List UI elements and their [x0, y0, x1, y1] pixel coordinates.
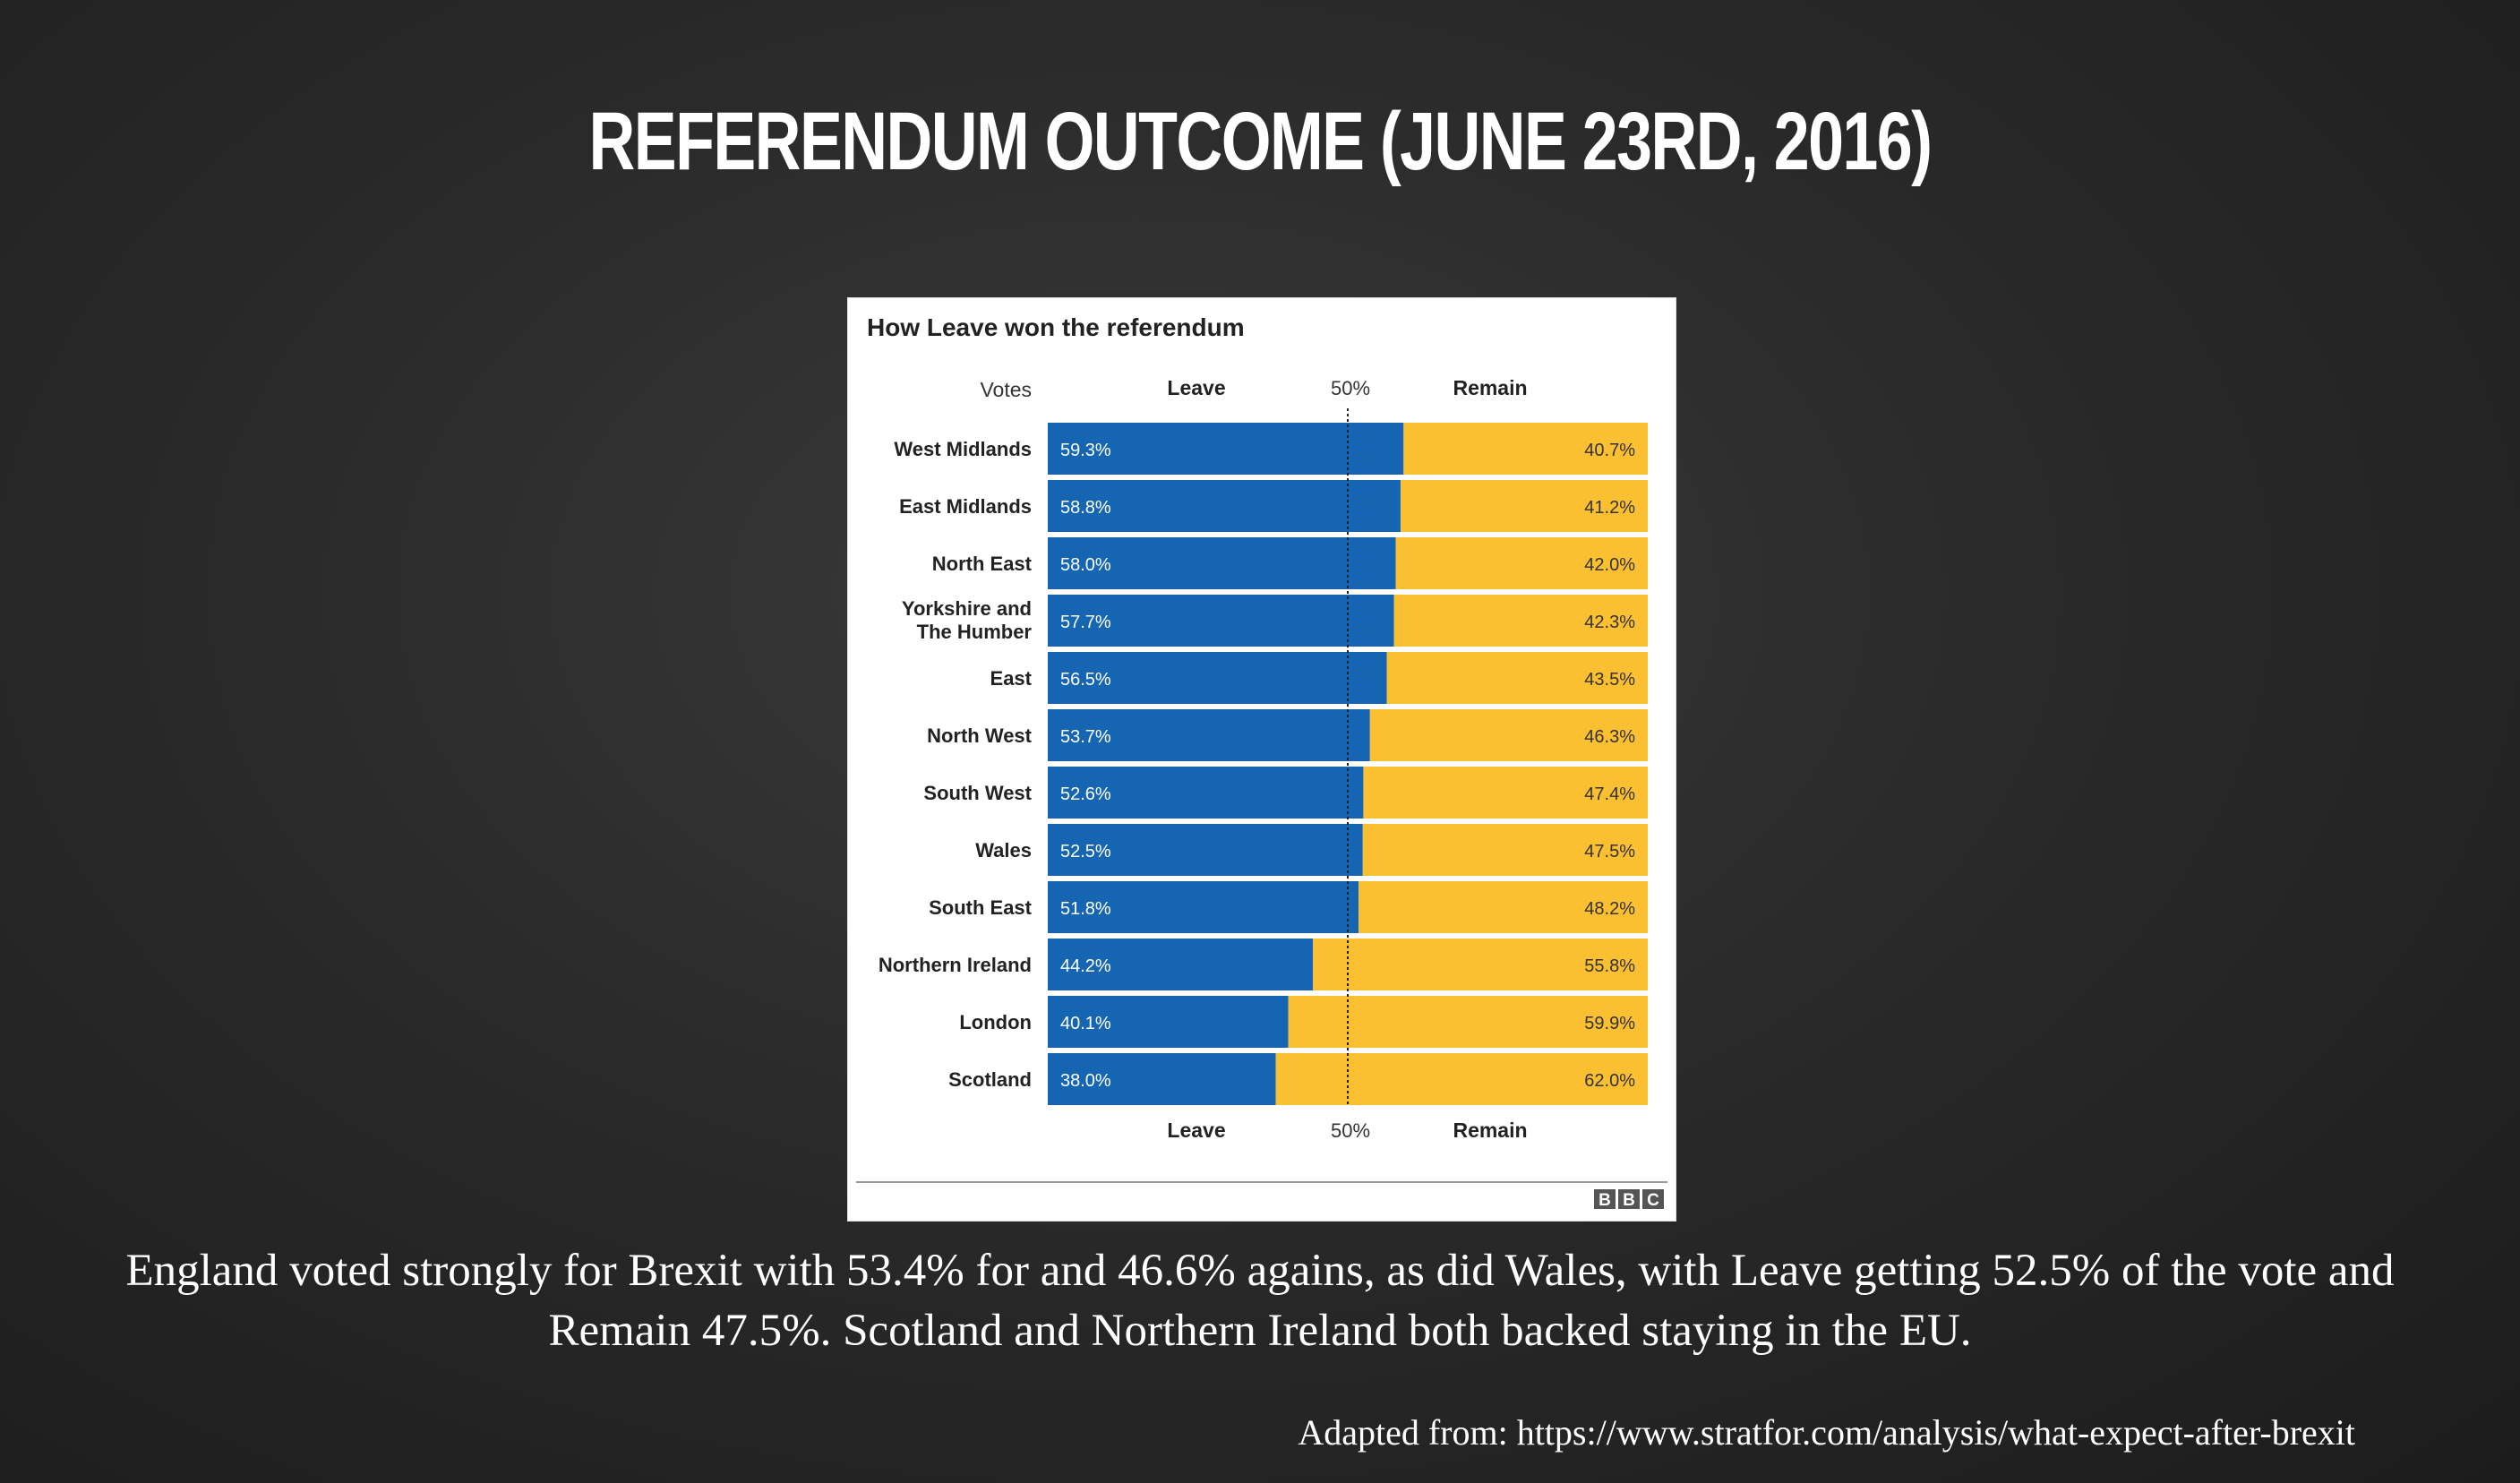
remain-value-label: 46.3%: [1584, 727, 1635, 747]
svg-text:B: B: [1599, 1191, 1611, 1210]
leave-bar-east: [1048, 652, 1387, 704]
leave-bar-east-midlands: [1048, 480, 1401, 532]
remain-bar-north-east: [1395, 537, 1648, 589]
remain-value-label: 42.0%: [1584, 555, 1635, 575]
leave-value-label: 59.3%: [1060, 441, 1111, 460]
header-leave: Leave: [1167, 376, 1225, 399]
remain-bar-south-west: [1363, 767, 1648, 819]
category-label: Wales: [975, 839, 1032, 862]
bbc-logo: B B C: [1594, 1189, 1664, 1210]
leave-bar-south-west: [1048, 767, 1364, 819]
bars-group: 59.3% 40.7% West Midlands 58.8% 41.2% East Mi…: [879, 423, 1648, 1105]
category-label: East: [990, 667, 1033, 690]
remain-bar-scotland: [1275, 1053, 1648, 1105]
leave-value-label: 38.0%: [1060, 1071, 1111, 1091]
leave-value-label: 44.2%: [1060, 956, 1111, 976]
remain-bar-south-east: [1359, 881, 1648, 933]
remain-value-label: 47.5%: [1584, 842, 1635, 862]
leave-value-label: 51.8%: [1060, 899, 1111, 919]
chart-card: How Leave won the referendum Votes Leave…: [847, 297, 1676, 1222]
slide-title: REFERENDUM OUTCOME (JUNE 23RD, 2016): [588, 96, 1933, 187]
remain-bar-yorkshire-and-the-humber: [1393, 595, 1648, 647]
category-label: Scotland: [948, 1068, 1032, 1091]
leave-bar-north-east: [1048, 537, 1396, 589]
leave-value-label: 56.5%: [1060, 670, 1111, 690]
leave-bar-scotland: [1048, 1053, 1276, 1105]
svg-text:B: B: [1623, 1191, 1635, 1210]
leave-value-label: 52.6%: [1060, 784, 1111, 804]
leave-value-label: 58.0%: [1060, 555, 1111, 575]
leave-bar-west-midlands: [1048, 423, 1404, 475]
remain-value-label: 62.0%: [1584, 1071, 1635, 1091]
remain-value-label: 47.4%: [1584, 784, 1635, 804]
leave-bar-northern-ireland: [1048, 939, 1314, 990]
leave-bar-london: [1048, 996, 1289, 1048]
chart-title: How Leave won the referendum: [867, 313, 1245, 341]
leave-value-label: 40.1%: [1060, 1014, 1111, 1033]
category-label: Northern Ireland: [879, 954, 1032, 976]
category-label: London: [959, 1011, 1032, 1033]
category-label: South West: [923, 782, 1032, 804]
leave-bar-yorkshire-and-the-humber: [1048, 595, 1394, 647]
footer-midline-label: 50%: [1331, 1119, 1370, 1142]
header-votes: Votes: [980, 378, 1032, 401]
leave-bar-south-east: [1048, 881, 1359, 933]
footer-leave: Leave: [1167, 1119, 1225, 1142]
remain-value-label: 41.2%: [1584, 498, 1635, 518]
remain-value-label: 59.9%: [1584, 1014, 1635, 1033]
remain-value-label: 48.2%: [1584, 899, 1635, 919]
remain-bar-west-midlands: [1403, 423, 1648, 475]
category-label: Yorkshire and The Humber: [902, 597, 1033, 643]
remain-bar-east-midlands: [1400, 480, 1648, 532]
svg-text:C: C: [1647, 1191, 1659, 1210]
category-label: East Midlands: [899, 495, 1032, 518]
remain-value-label: 40.7%: [1584, 441, 1635, 460]
remain-value-label: 42.3%: [1584, 613, 1635, 632]
leave-bar-north-west: [1048, 709, 1370, 761]
leave-value-label: 52.5%: [1060, 842, 1111, 862]
category-label: North West: [927, 724, 1033, 747]
remain-bar-wales: [1362, 824, 1648, 876]
category-label: South East: [929, 896, 1033, 919]
leave-value-label: 57.7%: [1060, 613, 1111, 632]
remain-value-label: 43.5%: [1584, 670, 1635, 690]
source-attribution: Adapted from: https://www.stratfor.com/a…: [1298, 1412, 2355, 1453]
category-label: West Midlands: [894, 438, 1032, 460]
slide-caption: England voted strongly for Brexit with 5…: [125, 1246, 2395, 1356]
category-label: North East: [932, 553, 1033, 575]
remain-bar-northern-ireland: [1313, 939, 1648, 990]
leave-value-label: 58.8%: [1060, 498, 1111, 518]
remain-value-label: 55.8%: [1584, 956, 1635, 976]
remain-bar-north-west: [1369, 709, 1648, 761]
header-remain: Remain: [1453, 376, 1527, 399]
leave-value-label: 53.7%: [1060, 727, 1111, 747]
header-midline-label: 50%: [1331, 377, 1370, 399]
footer-remain: Remain: [1453, 1119, 1527, 1142]
remain-bar-east: [1386, 652, 1648, 704]
leave-bar-wales: [1048, 824, 1363, 876]
referendum-chart: How Leave won the referendum Votes Leave…: [847, 297, 1676, 1222]
